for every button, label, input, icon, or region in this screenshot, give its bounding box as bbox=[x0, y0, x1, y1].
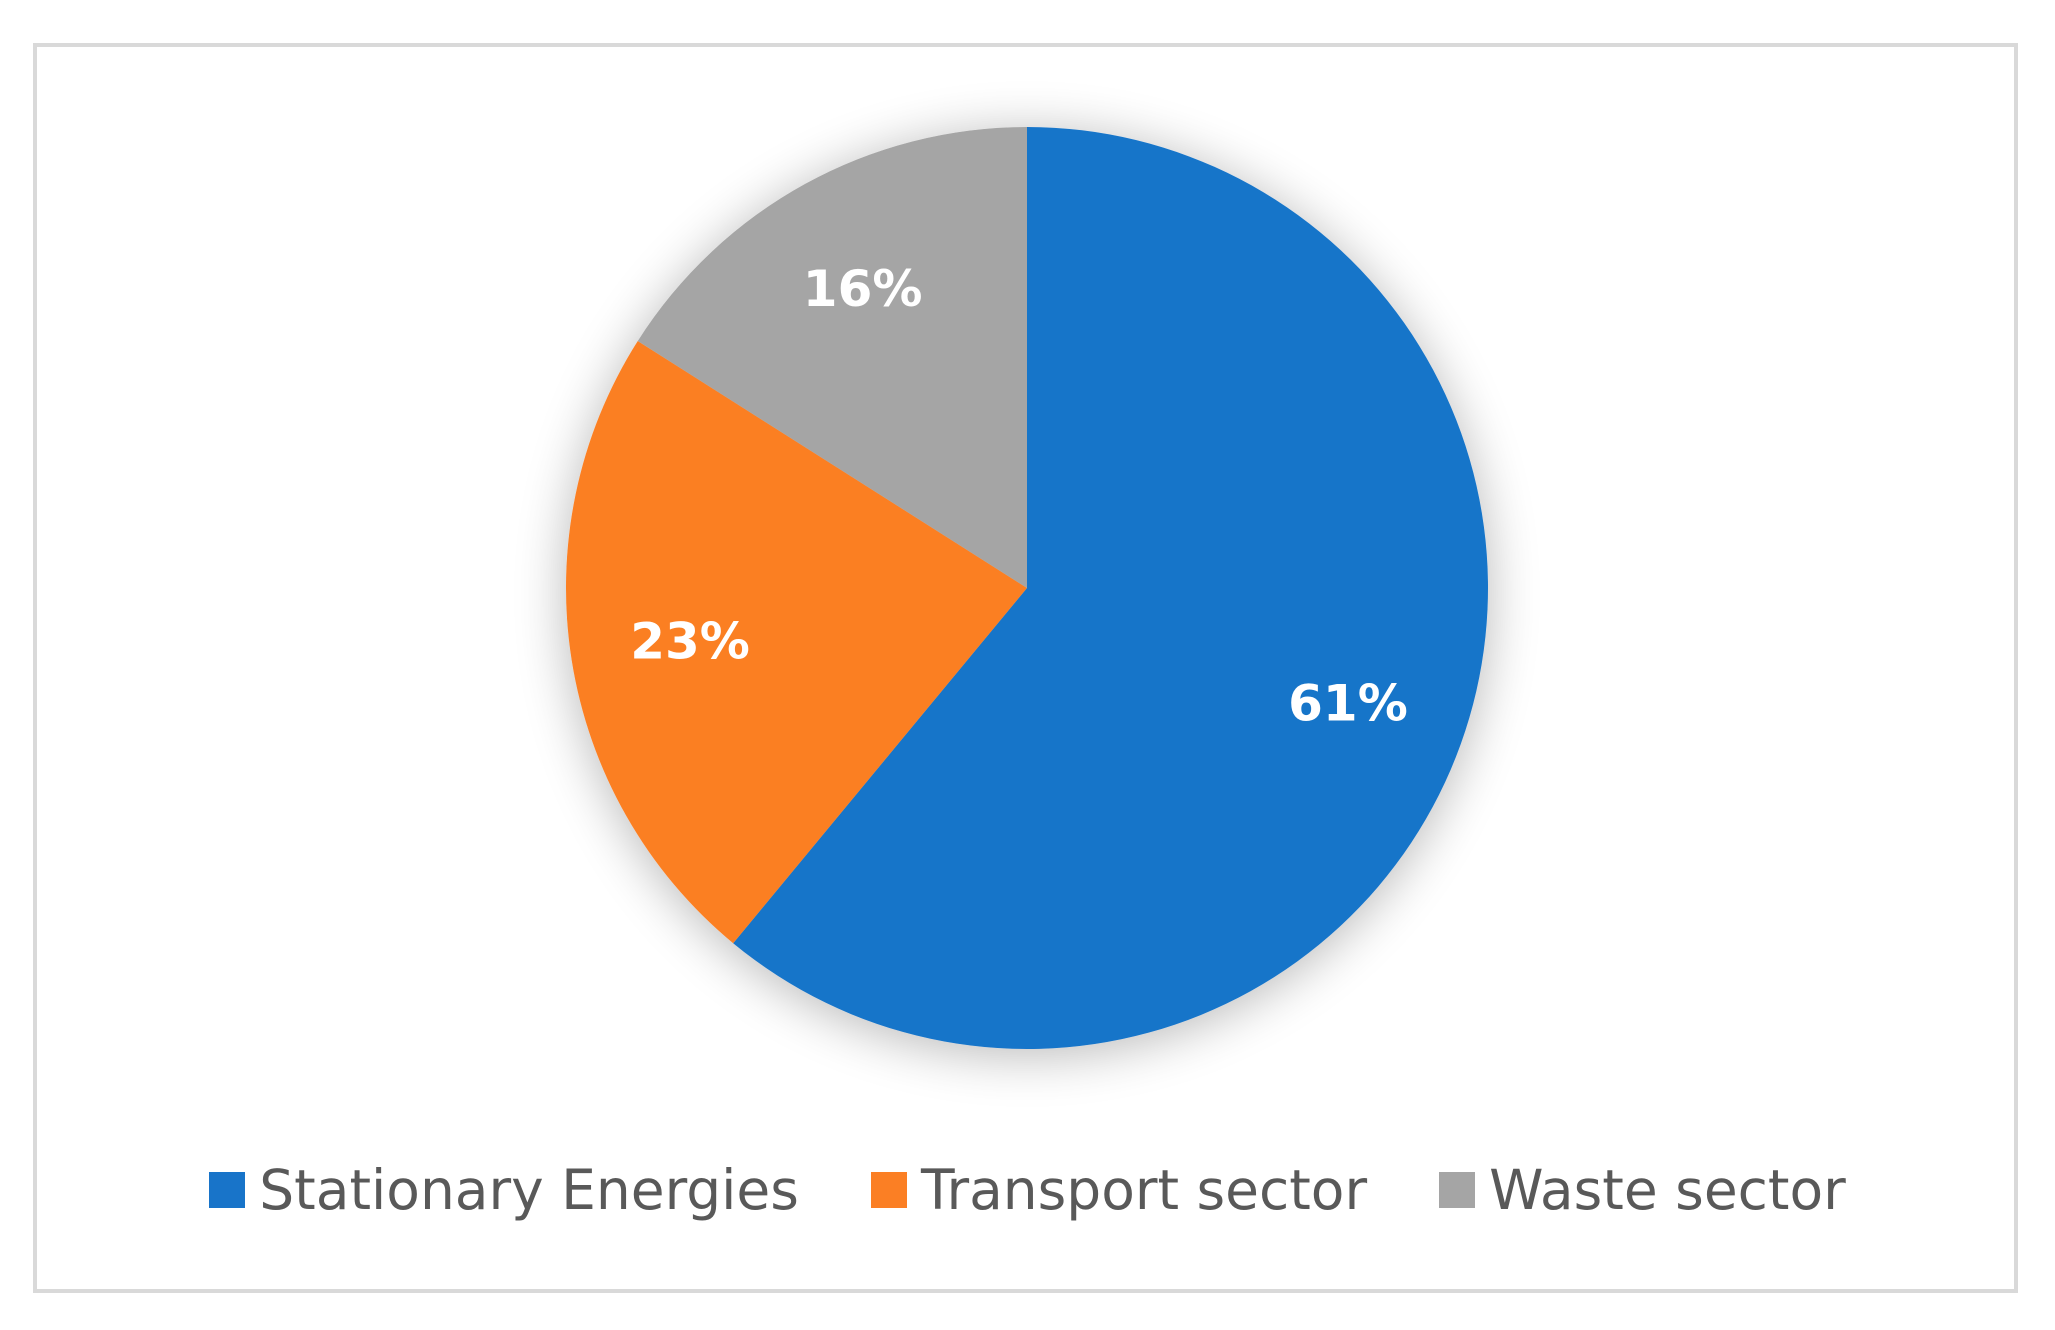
legend-label-transport-sector: Transport sector bbox=[920, 1158, 1368, 1222]
pie-slice-waste-sector bbox=[637, 127, 1027, 588]
pie-slice-transport-sector bbox=[566, 340, 1027, 944]
legend-label-stationary-energies: Stationary Energies bbox=[259, 1158, 799, 1222]
legend-swatch-stationary-energies bbox=[209, 1172, 246, 1208]
legend-label-waste-sector: Waste sector bbox=[1489, 1158, 1846, 1222]
legend-swatch-waste-sector bbox=[1439, 1172, 1476, 1208]
legend-item-stationary-energies: Stationary Energies bbox=[209, 1158, 799, 1222]
pie-slice-stationary-energies bbox=[733, 127, 1488, 1049]
legend-item-waste-sector: Waste sector bbox=[1439, 1158, 1846, 1222]
data-label-transport-sector: 23% bbox=[630, 612, 750, 670]
legend: Stationary Energies Transport sector Was… bbox=[0, 1155, 2055, 1225]
data-label-stationary-energies: 61% bbox=[1288, 675, 1408, 733]
data-label-waste-sector: 16% bbox=[803, 260, 923, 318]
legend-item-transport-sector: Transport sector bbox=[870, 1158, 1368, 1222]
legend-swatch-transport-sector bbox=[870, 1172, 907, 1208]
